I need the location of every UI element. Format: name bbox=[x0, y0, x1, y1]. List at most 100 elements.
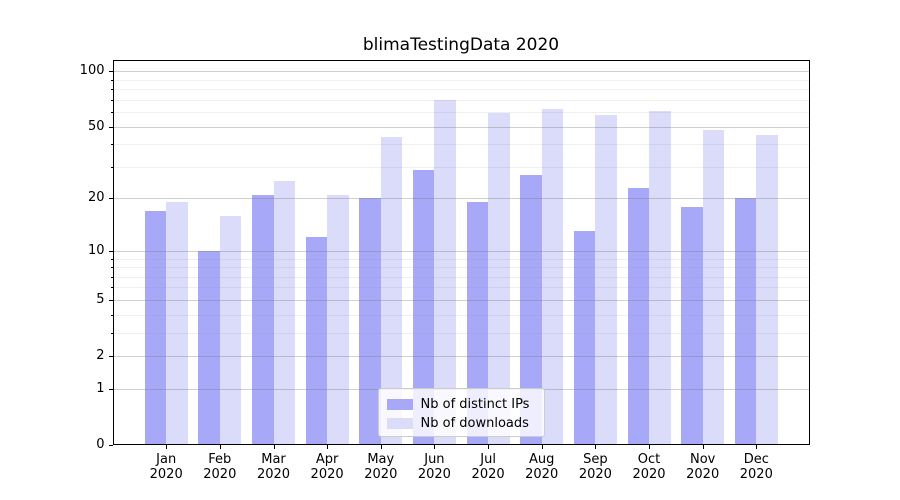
plot-frame bbox=[112, 60, 810, 445]
y-tick-label: 100 bbox=[79, 63, 105, 79]
bar-distinct-ips-may bbox=[359, 198, 381, 445]
bar-distinct-ips-dec bbox=[734, 198, 757, 445]
y-minor-tick bbox=[110, 79, 113, 81]
x-tick-label-aug: Aug 2020 bbox=[525, 452, 559, 482]
x-tick bbox=[166, 445, 168, 449]
gridline-major bbox=[112, 71, 810, 73]
x-tick bbox=[756, 445, 758, 449]
bar-downloads-oct bbox=[649, 110, 671, 445]
gridline-minor bbox=[112, 112, 810, 114]
x-tick bbox=[488, 445, 490, 449]
legend-label-downloads: Nb of downloads bbox=[420, 416, 529, 431]
bar-downloads-aug bbox=[541, 109, 564, 445]
y-tick-label: 5 bbox=[96, 291, 105, 307]
y-minor-tick bbox=[110, 314, 113, 316]
x-tick-label-jan: Jan 2020 bbox=[149, 452, 183, 482]
y-tick bbox=[108, 356, 113, 357]
legend-item-downloads: Nb of downloads bbox=[386, 414, 536, 433]
gridline-minor bbox=[112, 287, 810, 289]
y-tick bbox=[108, 126, 113, 128]
y-minor-tick bbox=[110, 332, 113, 334]
y-tick bbox=[108, 250, 113, 252]
gridline-major bbox=[112, 299, 810, 301]
x-tick-label-sep: Sep 2020 bbox=[578, 452, 612, 482]
gridline-minor bbox=[112, 332, 810, 334]
y-minor-tick bbox=[110, 258, 113, 260]
x-tick-label-apr: Apr 2020 bbox=[310, 452, 344, 482]
x-tick-label-jul: Jul 2020 bbox=[471, 452, 505, 482]
y-tick bbox=[108, 71, 113, 73]
x-tick-label-feb: Feb 2020 bbox=[203, 452, 237, 482]
bars-layer bbox=[113, 60, 811, 445]
y-minor-tick bbox=[110, 89, 113, 91]
legend: Nb of distinct IPs Nb of downloads bbox=[377, 388, 545, 437]
bar-distinct-ips-jul bbox=[466, 202, 489, 445]
gridline-minor bbox=[112, 267, 810, 268]
bar-distinct-ips-oct bbox=[627, 187, 650, 445]
bar-downloads-apr bbox=[327, 194, 349, 445]
y-minor-tick bbox=[110, 144, 113, 146]
x-tick bbox=[595, 445, 597, 449]
legend-item-distinct-ips: Nb of distinct IPs bbox=[386, 395, 536, 414]
legend-swatch-downloads-icon bbox=[386, 418, 413, 429]
bar-downloads-may bbox=[380, 136, 403, 445]
x-tick bbox=[649, 445, 650, 449]
y-tick-label: 2 bbox=[96, 348, 105, 363]
bar-distinct-ips-nov bbox=[681, 206, 703, 445]
bar-downloads-feb bbox=[219, 215, 242, 445]
gridline-minor bbox=[112, 314, 810, 316]
gridline-minor bbox=[112, 99, 810, 101]
plot-area: 100 50 20 10 5 2 1 0 Jan 2020 Feb 2020 Mar 2020 Apr 20… bbox=[80, 60, 811, 482]
bar-distinct-ips-jun bbox=[413, 169, 435, 445]
bar-downloads-dec bbox=[756, 134, 778, 445]
bar-distinct-ips-feb bbox=[198, 250, 220, 445]
gridline-major bbox=[112, 126, 810, 128]
y-tick bbox=[108, 198, 113, 200]
y-minor-tick bbox=[110, 276, 113, 278]
x-tick-label-mar: Mar 2020 bbox=[256, 452, 291, 482]
x-tick bbox=[541, 445, 543, 449]
y-tick-label: 50 bbox=[87, 118, 105, 134]
y-tick-label: 0 bbox=[96, 437, 105, 452]
bar-distinct-ips-sep bbox=[573, 231, 596, 445]
x-tick-label-dec: Dec 2020 bbox=[739, 452, 773, 482]
y-tick-label: 1 bbox=[96, 380, 105, 396]
gridline-major bbox=[112, 250, 810, 252]
legend-label-distinct-ips: Nb of distinct IPs bbox=[420, 397, 530, 412]
bar-distinct-ips-jan bbox=[144, 210, 167, 445]
bar-downloads-jul bbox=[488, 113, 510, 445]
chart-title: blimaTestingData 2020 bbox=[362, 35, 560, 55]
gridline-minor bbox=[112, 79, 810, 81]
x-tick bbox=[219, 445, 221, 449]
bar-distinct-ips-aug bbox=[520, 175, 542, 445]
y-tick bbox=[108, 388, 113, 390]
y-tick-label: 20 bbox=[87, 190, 105, 206]
bar-distinct-ips-mar bbox=[252, 194, 274, 445]
bar-downloads-mar bbox=[273, 181, 295, 445]
x-tick bbox=[327, 445, 329, 449]
gridline-minor bbox=[112, 166, 810, 168]
x-tick bbox=[702, 445, 704, 449]
bar-downloads-sep bbox=[595, 114, 617, 445]
gridline-minor bbox=[112, 89, 810, 91]
x-tick bbox=[273, 445, 275, 449]
bar-downloads-jun bbox=[434, 99, 456, 445]
x-tick-label-nov: Nov 2020 bbox=[686, 452, 720, 482]
gridline-major bbox=[112, 198, 810, 200]
x-tick-label-jun: Jun 2020 bbox=[417, 452, 451, 482]
grid-layer bbox=[112, 60, 810, 445]
bar-distinct-ips-apr bbox=[305, 237, 328, 445]
y-minor-tick bbox=[110, 166, 113, 168]
x-tick-label-may: May 2020 bbox=[364, 452, 398, 482]
gridline-minor bbox=[112, 258, 810, 260]
y-minor-tick bbox=[110, 287, 113, 289]
y-minor-tick bbox=[110, 112, 113, 114]
y-minor-tick bbox=[110, 99, 113, 101]
bar-downloads-jan bbox=[166, 202, 188, 445]
y-tick bbox=[108, 299, 113, 301]
gridline-minor bbox=[112, 276, 810, 278]
gridline-major bbox=[112, 356, 810, 357]
x-tick-label-oct: Oct 2020 bbox=[632, 452, 666, 482]
bar-downloads-nov bbox=[702, 129, 725, 445]
